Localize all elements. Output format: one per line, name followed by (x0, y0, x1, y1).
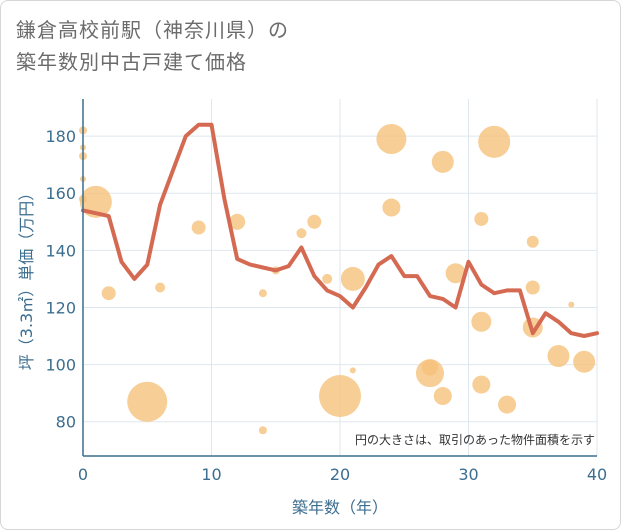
chart-title-line1: 鎌倉高校前駅（神奈川県）の (16, 18, 289, 42)
bubble-point (526, 235, 539, 248)
y-tick-label: 80 (56, 413, 76, 432)
bubble-point (340, 266, 365, 291)
y-tick-label: 120 (45, 298, 76, 317)
bubble-point (127, 381, 168, 422)
bubble-point (258, 426, 267, 435)
chart-title: 鎌倉高校前駅（神奈川県）の 築年数別中古戸建て価格 (16, 14, 289, 78)
bubble-point (431, 150, 454, 173)
bubble-point (471, 311, 492, 332)
average-line-series (81, 122, 599, 338)
y-axis-label: 坪（3.3㎡）単価（万円） (17, 185, 36, 370)
bubble-point (498, 395, 517, 414)
bubble-point (229, 213, 246, 230)
bubble-point (349, 367, 356, 374)
bubble-point (474, 211, 489, 226)
x-tick-label: 20 (330, 465, 350, 484)
bubble-point (478, 125, 511, 158)
bubble-point (307, 214, 322, 229)
bubble-point (376, 123, 407, 154)
x-tick-label: 0 (78, 465, 88, 484)
y-tick-label: 160 (45, 184, 76, 203)
bubble-point (382, 198, 401, 217)
x-tick-label: 40 (587, 465, 607, 484)
bubble-point (433, 387, 452, 406)
axes: 80 100 120 140 160 180 0 10 20 30 40 (45, 99, 607, 484)
bubble-point (472, 375, 491, 394)
bubble-point (421, 359, 438, 376)
y-tick-label: 100 (45, 356, 76, 375)
bubble-series (79, 123, 596, 435)
bubble-point (547, 345, 570, 368)
y-tick-label: 140 (45, 241, 76, 260)
bubble-point (322, 273, 333, 284)
bubble-size-note: 円の大きさは、取引のあった物件面積を示す (355, 432, 595, 447)
bubble-point (319, 375, 361, 418)
bubble-point (525, 280, 540, 295)
chart-title-line2: 築年数別中古戸建て価格 (16, 50, 247, 74)
bubble-point (101, 286, 116, 301)
bubble-point (191, 220, 206, 235)
bubble-point (296, 228, 307, 239)
x-tick-label: 30 (458, 465, 478, 484)
bubble-point (155, 282, 166, 293)
y-tick-label: 180 (45, 127, 76, 146)
bubble-point (573, 350, 596, 373)
x-axis-label: 築年数（年） (292, 498, 388, 517)
bubble-point (258, 289, 267, 298)
x-tick-label: 10 (201, 465, 221, 484)
average-price-line (81, 122, 599, 338)
bubble-point (568, 301, 575, 308)
bubble-point (445, 263, 466, 284)
